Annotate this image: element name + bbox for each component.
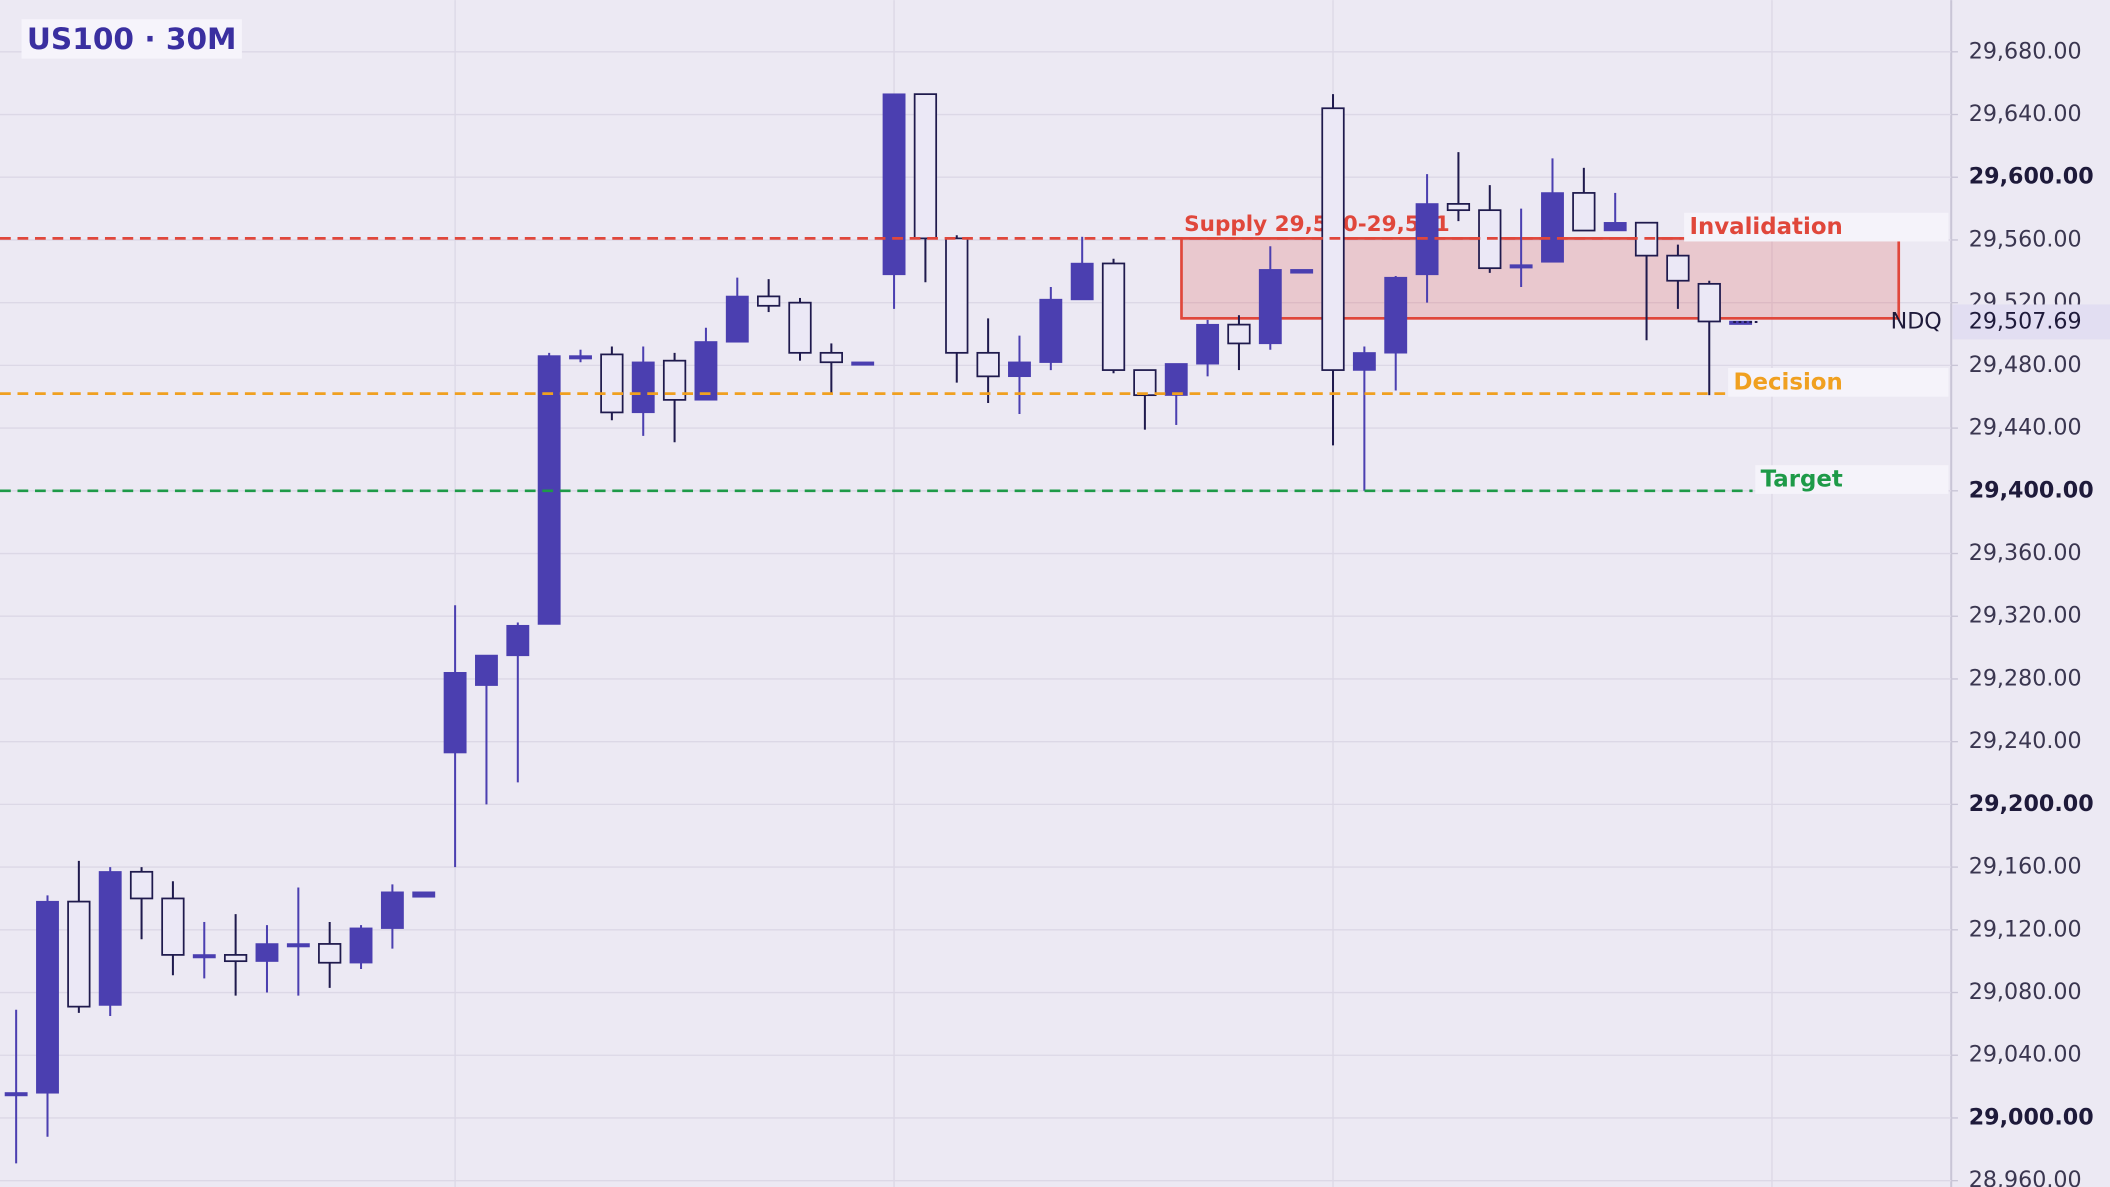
candle-body — [380, 891, 404, 929]
candle-body — [1290, 269, 1314, 274]
y-tick-label: 29,280.00 — [1969, 665, 2082, 691]
candle-body — [1164, 363, 1188, 396]
candle-body — [1101, 262, 1126, 371]
chart-title: US100 · 30M — [27, 22, 237, 56]
candle-body — [223, 954, 248, 963]
candle-body — [1133, 369, 1157, 397]
symbol-label: NDQ — [1891, 308, 1942, 334]
candle-body — [349, 927, 373, 964]
candle-body — [1227, 323, 1251, 345]
level-label-bg — [1755, 465, 1949, 494]
candle-body — [1008, 361, 1031, 378]
candle-body — [161, 897, 185, 956]
candle-body — [631, 361, 655, 414]
candle-body — [475, 654, 498, 686]
level-name: Target — [1761, 467, 1843, 493]
candle-body — [255, 943, 279, 962]
candle-body — [1258, 269, 1282, 345]
candle-body — [819, 351, 843, 364]
y-tick-label: 29,640.00 — [1969, 101, 2082, 127]
level-name: Decision — [1734, 369, 1843, 395]
candle-body — [1603, 222, 1627, 232]
candle-body — [1666, 254, 1690, 282]
y-tick-label: 29,560.00 — [1969, 226, 2082, 252]
candle-body — [600, 353, 624, 414]
y-tick-label: 29,240.00 — [1969, 728, 2082, 754]
y-tick-label: 29,120.00 — [1969, 916, 2082, 942]
candle-body — [318, 943, 342, 964]
candle-body — [1039, 298, 1063, 363]
y-tick-label: 29,040.00 — [1969, 1042, 2082, 1068]
y-tick-label: 29,400.00 — [1969, 477, 2094, 503]
candle-body — [882, 93, 906, 276]
title-bg — [21, 19, 242, 59]
candle-body — [1196, 323, 1220, 365]
candle-body — [1697, 282, 1721, 323]
y-tick-label: 29,080.00 — [1969, 979, 2082, 1005]
candle-body — [286, 943, 310, 948]
candle-body — [192, 954, 216, 959]
candle-body — [36, 900, 59, 1094]
candle-body — [4, 1092, 28, 1097]
y-tick-label: 29,440.00 — [1969, 415, 2082, 441]
candle-body — [1572, 192, 1596, 232]
candle-body — [757, 295, 781, 307]
y-tick-label: 29,320.00 — [1969, 603, 2082, 629]
candle-body — [98, 871, 122, 1006]
y-tick-label: 29,600.00 — [1969, 164, 2094, 190]
supply-zone — [1180, 237, 1901, 320]
y-tick-label: 29,160.00 — [1969, 854, 2082, 880]
candle-body — [1384, 276, 1408, 354]
candle-body — [945, 237, 969, 354]
last-price-label: 29,507.69 — [1969, 308, 2082, 334]
last-price-bg — [1952, 304, 2110, 340]
y-tick-label: 29,480.00 — [1969, 352, 2082, 378]
candle-body — [1509, 264, 1533, 269]
candle-body — [1446, 203, 1471, 212]
candle-body — [412, 891, 436, 898]
candle-body — [851, 361, 875, 366]
candle-body — [569, 355, 592, 360]
candle-body — [129, 870, 154, 900]
candle-body — [788, 301, 812, 354]
candle-body — [662, 359, 687, 401]
level-label-bg — [1728, 367, 1949, 397]
y-tick-label: 29,680.00 — [1969, 38, 2082, 64]
zone-label: Supply 29,510-29,561 — [1184, 212, 1450, 237]
candle-body — [725, 295, 749, 343]
candle-body — [1541, 192, 1564, 263]
candle-body — [913, 93, 938, 240]
candle-body — [976, 351, 1000, 378]
level-name: Invalidation — [1689, 214, 1842, 240]
y-tick-label: 29,000.00 — [1969, 1104, 2094, 1130]
candle-body — [443, 672, 467, 754]
candle-body — [67, 900, 91, 1008]
y-tick-label: 29,360.00 — [1969, 540, 2082, 566]
candle-body — [1070, 262, 1094, 301]
candle-body — [506, 624, 530, 657]
y-tick-label: 28,960.00 — [1969, 1167, 2082, 1187]
candle-body — [1352, 352, 1376, 371]
candle-body — [694, 341, 718, 401]
level-label-bg — [1684, 212, 1949, 242]
y-tick-label: 29,200.00 — [1969, 791, 2094, 817]
